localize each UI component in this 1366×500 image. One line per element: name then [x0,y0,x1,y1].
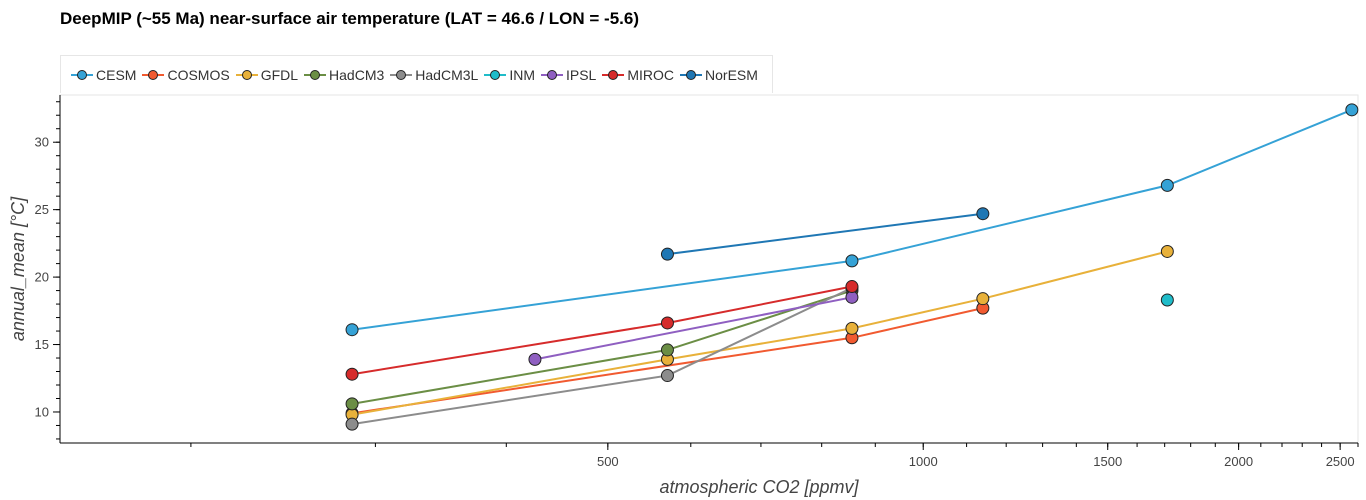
series-line-cesm [351,108,1353,331]
legend-item-miroc[interactable]: MIROC [602,67,674,83]
data-point-cesm [1345,103,1359,117]
series-line-ipsl [534,296,853,361]
legend-label: HadCM3 [329,66,385,83]
data-point-gfdl [1160,244,1174,258]
data-point-hadcm3l [660,369,674,383]
chart-title: DeepMIP (~55 Ma) near-surface air temper… [60,9,639,28]
x-tick-label: 1500 [1093,454,1122,469]
y-axis-label: annual_mean [°C] [8,196,28,341]
legend-label: NorESM [705,66,758,83]
data-point-ipsl [528,352,542,366]
legend-item-gfdl[interactable]: GFDL [235,66,299,83]
y-tick-label: 10 [35,404,49,419]
series-line-gfdl [351,250,1168,416]
y-tick-label: 30 [35,135,49,150]
legend-swatch [142,69,165,80]
y-tick-label: 20 [35,270,49,285]
data-point-hadcm3 [345,397,359,411]
legend-item-inm[interactable]: INM [484,67,535,83]
data-point-cesm [845,254,859,268]
legend-swatch [680,69,703,80]
data-point-gfdl [976,292,990,306]
plot-frame [59,94,1359,444]
data-point-inm [1160,293,1174,307]
legend-label: GFDL [260,66,299,83]
legend-swatch [304,69,327,80]
series-line-noresm [667,212,983,256]
data-point-gfdl [845,321,859,335]
data-point-ipsl [845,290,859,304]
legend-item-noresm[interactable]: NorESM [680,67,758,83]
legend-label: MIROC [627,66,675,83]
legend-item-hadcm3l[interactable]: HadCM3L [390,67,478,83]
legend-swatch [390,69,413,80]
legend-item-cesm[interactable]: CESM [71,67,136,83]
data-point-miroc [345,367,359,381]
legend-item-cosmos[interactable]: COSMOS [142,66,230,83]
legend-swatch [71,69,93,80]
chart-legend[interactable]: CESM COSMOS GFDL HadCM3 HadCM3L INM IPSL MIROC N… [60,55,773,93]
x-tick-label: 2500 [1326,454,1355,469]
series-line-hadcm3l [351,286,853,426]
data-point-miroc [845,280,859,294]
data-point-cesm [345,323,359,337]
legend-swatch [602,69,625,80]
x-axis-label: atmospheric CO2 [ppmv] [659,477,859,497]
x-tick-label: 1000 [909,454,938,469]
legend-item-hadcm3[interactable]: HadCM3 [304,67,384,83]
legend-label: IPSL [565,66,597,83]
data-point-hadcm3 [660,343,674,357]
x-tick-label: 2000 [1224,454,1253,469]
legend-label: COSMOS [167,66,230,83]
data-point-miroc [660,316,674,330]
data-point-hadcm3l [345,417,359,431]
legend-swatch [484,69,507,80]
legend-item-ipsl[interactable]: IPSL [540,66,597,83]
legend-swatch [540,69,563,80]
legend-label: HadCM3L [415,66,479,83]
data-point-noresm [976,207,990,221]
data-point-noresm [660,247,674,261]
legend-label: INM [509,66,535,83]
data-point-cesm [1160,178,1174,192]
x-tick-label: 500 [597,454,619,469]
legend-swatch [235,69,258,80]
legend-label: CESM [96,66,137,83]
y-tick-label: 15 [35,337,49,352]
y-tick-label: 25 [35,202,49,217]
